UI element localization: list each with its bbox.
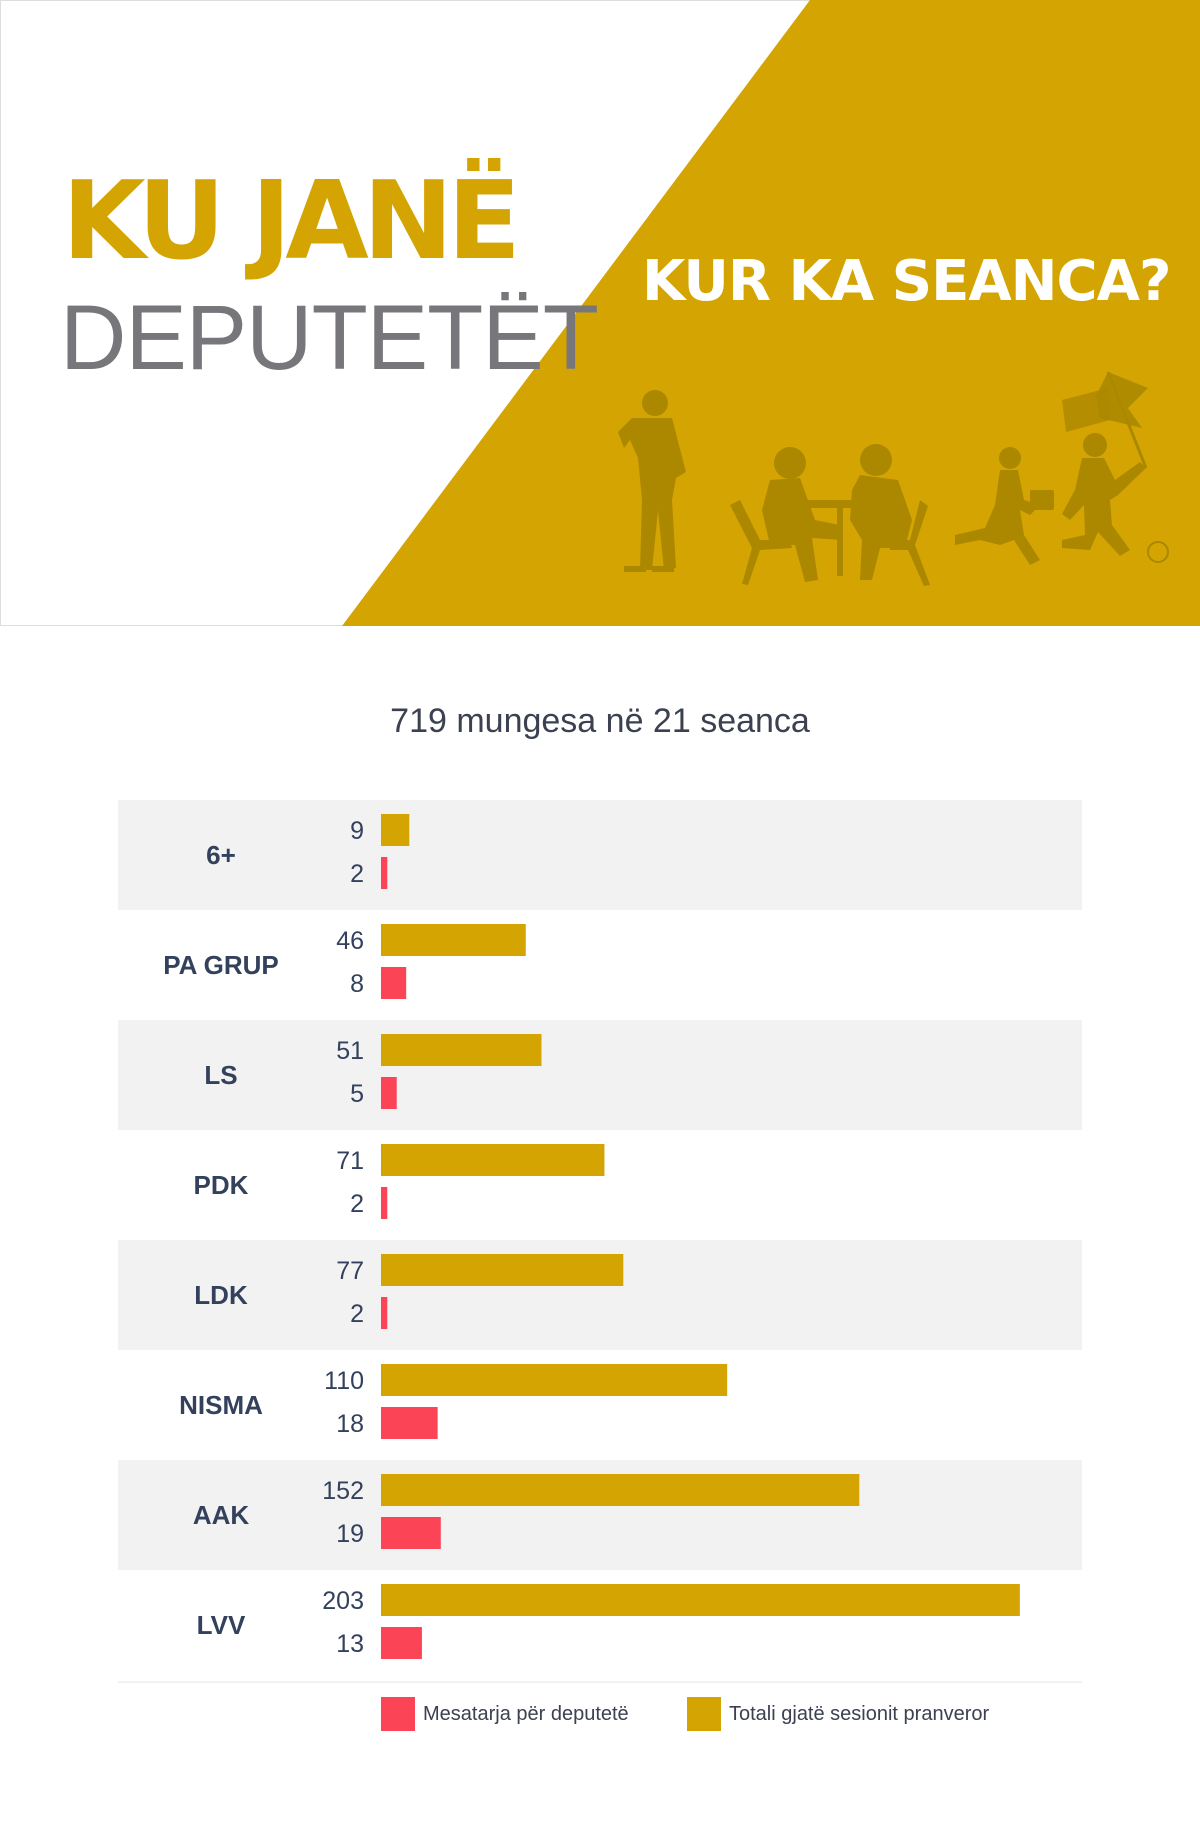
value-label-total-ldk: 77 [336, 1257, 364, 1285]
bar-average-nisma [381, 1407, 438, 1439]
chart-title: 719 mungesa në 21 seanca [390, 702, 810, 740]
category-label-pdk: PDK [194, 1170, 249, 1200]
bar-average-pdk [381, 1187, 388, 1219]
page-title-line1: KU JANË [62, 159, 521, 284]
hero-background [0, 0, 1200, 626]
value-label-total-nisma: 110 [324, 1367, 364, 1395]
value-label-average-pa-grup: 8 [350, 970, 364, 998]
category-label-nisma: NISMA [179, 1390, 263, 1420]
value-label-average-lvv: 13 [336, 1630, 364, 1658]
page-title-line2: DEPUTETËT [60, 287, 599, 389]
category-label-aak: AAK [193, 1500, 250, 1530]
legend-label-average: Mesatarja për deputetë [423, 1702, 629, 1725]
category-label-pa-grup: PA GRUP [163, 950, 279, 980]
people-silhouette-illustration [618, 371, 1169, 586]
hero-banner: KU JANË DEPUTETËT KUR KA SEANCA? [0, 0, 1200, 626]
value-label-average-6: 2 [350, 860, 364, 888]
category-label-ls: LS [204, 1060, 237, 1090]
value-label-average-ldk: 2 [350, 1300, 364, 1328]
legend-item-total: Totali gjatë sesionit pranveror [687, 1696, 989, 1732]
bar-chart: 6+ 9 2 PA GRUP 46 8 LS 51 5 PDK 71 2 LDK 77 2 NISMA 110 1… [118, 800, 1082, 1683]
bar-total-pa-grup [381, 924, 526, 956]
bar-total-lvv [381, 1584, 1020, 1616]
value-label-total-pa-grup: 46 [336, 927, 364, 955]
value-label-average-aak: 19 [336, 1520, 364, 1548]
bar-average-ls [381, 1077, 397, 1109]
row-background-ls [118, 1020, 1082, 1130]
legend-swatch-gold [687, 1697, 721, 1731]
category-label-ldk: LDK [194, 1280, 248, 1310]
bar-average-aak [381, 1517, 441, 1549]
value-label-average-ls: 5 [350, 1080, 364, 1108]
bar-average-6 [381, 857, 388, 889]
row-background-6 [118, 800, 1082, 910]
value-label-total-6: 9 [350, 817, 364, 845]
bar-average-ldk [381, 1297, 388, 1329]
category-label-6: 6+ [206, 840, 236, 870]
legend-label-total: Totali gjatë sesionit pranveror [729, 1702, 990, 1725]
bar-average-lvv [381, 1627, 422, 1659]
bar-total-ldk [381, 1254, 624, 1286]
value-label-total-lvv: 203 [322, 1587, 364, 1615]
value-label-total-ls: 51 [336, 1037, 364, 1065]
bar-total-pdk [381, 1144, 605, 1176]
legend-swatch-red [381, 1697, 415, 1731]
value-label-total-pdk: 71 [336, 1147, 364, 1175]
bar-total-aak [381, 1474, 860, 1506]
bar-total-6 [381, 814, 410, 846]
value-label-total-aak: 152 [322, 1477, 364, 1505]
bar-average-pa-grup [381, 967, 407, 999]
value-label-average-nisma: 18 [336, 1410, 364, 1438]
legend-item-average: Mesatarja për deputetë [381, 1696, 629, 1732]
bar-total-nisma [381, 1364, 728, 1396]
bar-total-ls [381, 1034, 542, 1066]
category-label-lvv: LVV [197, 1610, 246, 1640]
page-tagline: KUR KA SEANCA? [642, 249, 1171, 314]
gold-diagonal-panel [342, 0, 1200, 626]
value-label-average-pdk: 2 [350, 1190, 364, 1218]
